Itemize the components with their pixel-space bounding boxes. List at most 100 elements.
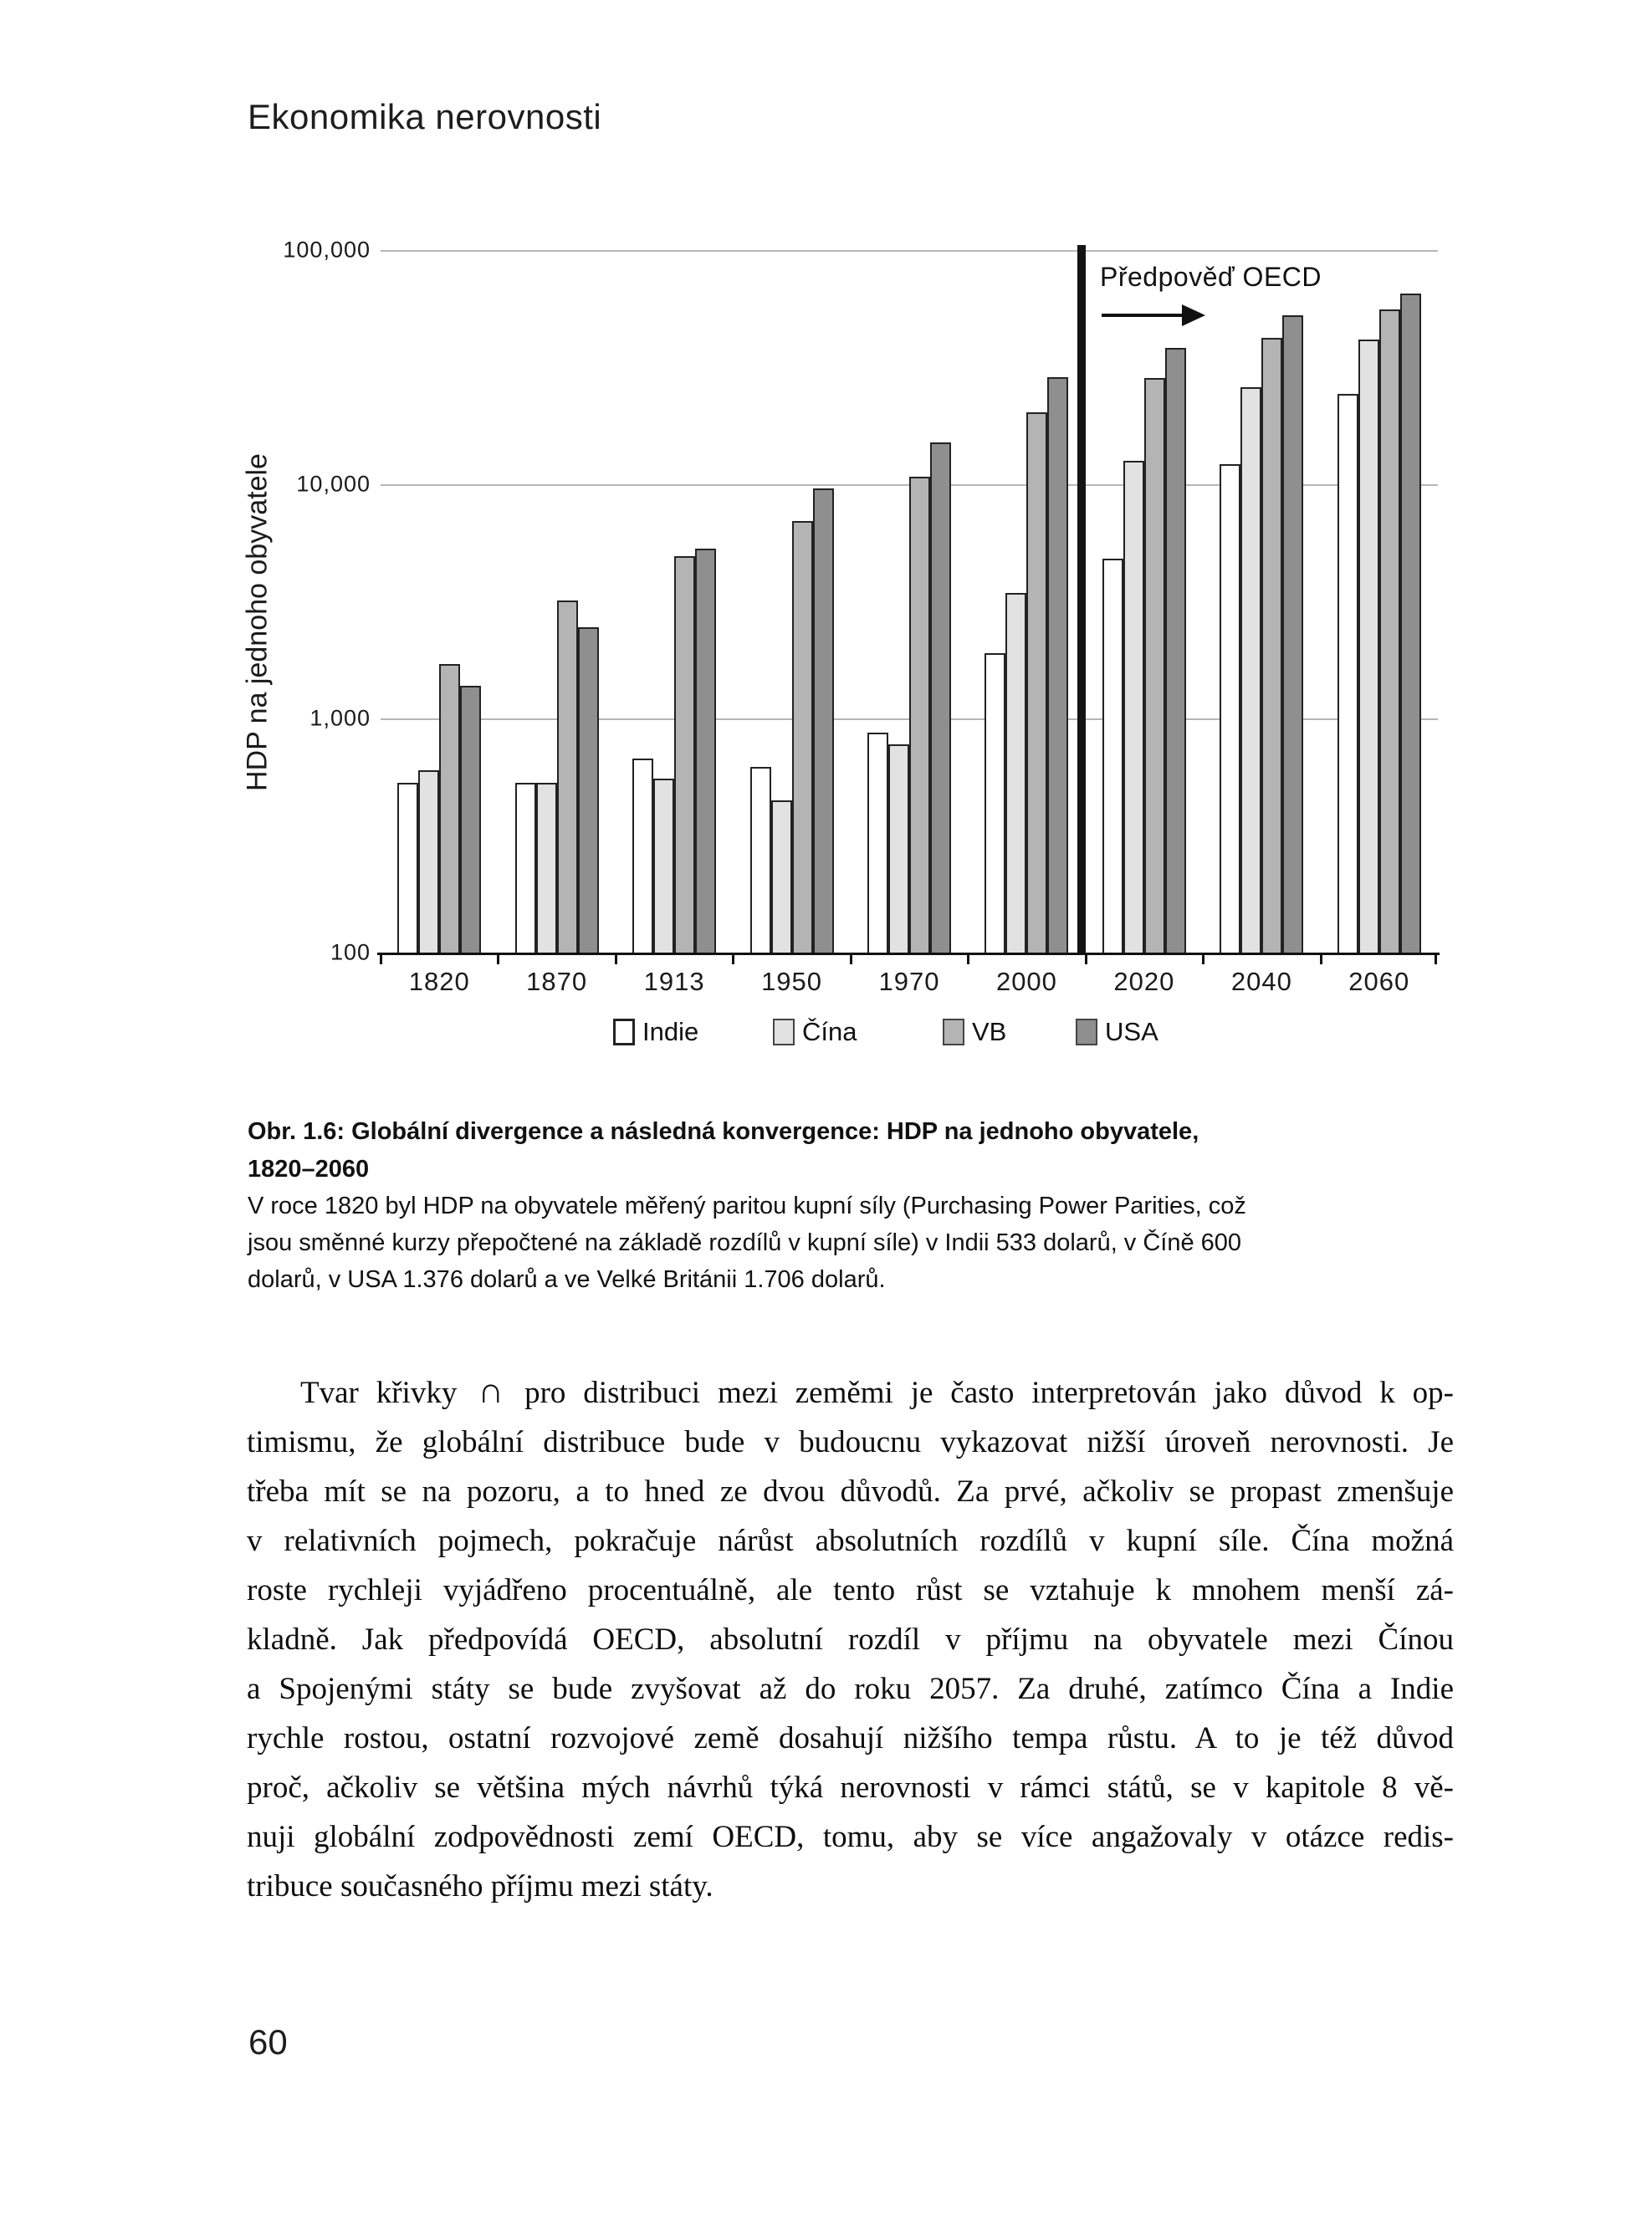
x-axis-tick xyxy=(1319,953,1322,964)
legend-label-vb: VB xyxy=(972,1017,1007,1046)
bar-vb-1913 xyxy=(674,556,696,953)
body-line: proč, ačkoliv se většina mých návrhů týk… xyxy=(247,1771,1454,1805)
legend-swatch-vb xyxy=(943,1019,964,1045)
body-line: kladně. Jak předpovídá OECD, absolutní r… xyxy=(247,1622,1454,1657)
bar--na-2060 xyxy=(1358,340,1379,953)
x-axis-line xyxy=(377,953,1440,955)
y-axis-title: HDP na jednoho obyvatele xyxy=(241,453,274,791)
x-tick-label-1950: 1950 xyxy=(761,967,823,996)
bar-usa-1913 xyxy=(695,549,717,953)
legend-label-indie: Indie xyxy=(642,1017,699,1046)
forecast-divider-line xyxy=(1077,245,1086,955)
bar-vb-2020 xyxy=(1143,378,1165,953)
legend-label--na: Čína xyxy=(802,1017,857,1046)
page-number: 60 xyxy=(248,2022,288,2062)
y-tick-label: 1,000 xyxy=(309,705,371,731)
figure-caption-body: V roce 1820 byl HDP na obyvatele měřený … xyxy=(248,1188,1452,1298)
x-tick-label-2040: 2040 xyxy=(1230,967,1292,996)
bar-group-1820 xyxy=(381,250,498,953)
bar-usa-2040 xyxy=(1282,315,1304,953)
bar-group-2040 xyxy=(1203,250,1320,953)
bar-indie-2040 xyxy=(1220,464,1241,953)
body-line: roste rychleji vyjádřeno procentuálně, a… xyxy=(247,1573,1454,1607)
legend-item--na: Čína xyxy=(773,1017,857,1047)
forecast-arrow-icon xyxy=(1100,304,1209,326)
bar-vb-2000 xyxy=(1026,412,1048,953)
x-tick-label-2060: 2060 xyxy=(1348,967,1410,996)
bar-usa-2020 xyxy=(1164,348,1186,953)
body-line: timismu, že globální distribuce bude v b… xyxy=(247,1425,1454,1459)
bar--na-1870 xyxy=(535,783,557,953)
bar-group-1913 xyxy=(616,250,733,953)
x-tick-label-1870: 1870 xyxy=(526,967,588,996)
bar-vb-1820 xyxy=(439,664,461,953)
bar-group-2020 xyxy=(1086,250,1203,953)
x-axis-tick xyxy=(380,953,382,964)
bar-vb-1970 xyxy=(908,477,930,953)
legend-label-usa: USA xyxy=(1105,1017,1158,1046)
bar-indie-1950 xyxy=(749,767,771,953)
bar-indie-2060 xyxy=(1337,394,1358,953)
x-axis-tick xyxy=(614,953,617,964)
bar-indie-1970 xyxy=(867,733,888,953)
bar-vb-2040 xyxy=(1261,338,1283,953)
bar-indie-1820 xyxy=(397,783,419,953)
bar-usa-1820 xyxy=(460,686,482,953)
body-line: nuji globální zodpovědnosti zemí OECD, t… xyxy=(247,1820,1454,1854)
figure-caption-title: Obr. 1.6: Globální divergence a následná… xyxy=(248,1113,1444,1188)
forecast-annotation: Předpověď OECD xyxy=(1100,262,1322,326)
x-axis-tick xyxy=(732,953,735,964)
bar-usa-2000 xyxy=(1047,377,1069,953)
intersection-symbol: ∩ xyxy=(478,1372,504,1411)
bar-usa-1950 xyxy=(812,488,834,953)
bar-vb-1870 xyxy=(556,600,578,953)
body-line: tribuce současného příjmu mezi státy. xyxy=(247,1869,713,1904)
bar-group-1950 xyxy=(733,250,850,953)
bar--na-2040 xyxy=(1240,387,1262,953)
bar-indie-2020 xyxy=(1102,559,1123,953)
bar--na-1950 xyxy=(770,800,792,953)
x-axis-tick xyxy=(1435,953,1437,964)
legend-item-indie: Indie xyxy=(613,1017,698,1047)
x-tick-label-1970: 1970 xyxy=(878,967,940,996)
caption-title-line2: 1820–2060 xyxy=(248,1156,370,1183)
legend-swatch-indie xyxy=(613,1019,635,1045)
forecast-label: Předpověď OECD xyxy=(1100,262,1322,292)
y-tick-label: 100 xyxy=(330,939,371,965)
body-line: rychle rostou, ostatní rozvojové země do… xyxy=(247,1721,1454,1755)
arrow-head xyxy=(1182,304,1205,326)
bar-vb-1950 xyxy=(791,521,813,953)
caption-body-line: V roce 1820 byl HDP na obyvatele měřený … xyxy=(248,1193,1246,1219)
chart-plot-area: Předpověď OECD 100,000 10,000 1,000 100 1820… xyxy=(283,238,1440,996)
body-paragraph: Tvar křivky ∩ pro distribuci mezi zeměmi… xyxy=(247,1367,1454,1911)
x-axis-tick xyxy=(849,953,852,964)
bar-indie-2000 xyxy=(985,653,1006,953)
bar--na-2020 xyxy=(1123,461,1144,953)
x-axis-tick xyxy=(1084,953,1087,964)
bar-usa-2060 xyxy=(1399,294,1421,953)
bar-indie-1870 xyxy=(514,783,536,953)
caption-body-line: jsou směnné kurzy přepočtené na základě … xyxy=(248,1229,1242,1256)
body-line: třeba mít se na pozoru, a to hned ze dvo… xyxy=(247,1474,1454,1509)
gridline-100000 xyxy=(381,250,1438,252)
x-tick-label-2000: 2000 xyxy=(995,967,1057,996)
bar--na-2000 xyxy=(1005,593,1027,953)
x-axis-tick xyxy=(967,953,970,964)
x-tick-label-1820: 1820 xyxy=(408,967,470,996)
body-line: a Spojenými státy se bude zvyšovat až do… xyxy=(247,1672,1454,1706)
legend-item-usa: USA xyxy=(1076,1017,1158,1047)
bar-indie-1913 xyxy=(632,759,654,953)
bar--na-1820 xyxy=(418,770,440,953)
legend-swatch-usa xyxy=(1076,1019,1097,1045)
x-axis-tick xyxy=(1202,953,1205,964)
bar-group-2000 xyxy=(968,250,1085,953)
x-tick-label-1913: 1913 xyxy=(643,967,705,996)
bar-usa-1970 xyxy=(929,442,951,953)
bar-group-1870 xyxy=(498,250,615,953)
bar--na-1913 xyxy=(653,779,675,953)
running-header: Ekonomika nerovnosti xyxy=(248,97,602,136)
x-axis-tick xyxy=(497,953,500,964)
bar-vb-2060 xyxy=(1378,309,1400,953)
caption-body-line: dolarů, v USA 1.376 dolarů a ve Velké Br… xyxy=(248,1266,886,1293)
